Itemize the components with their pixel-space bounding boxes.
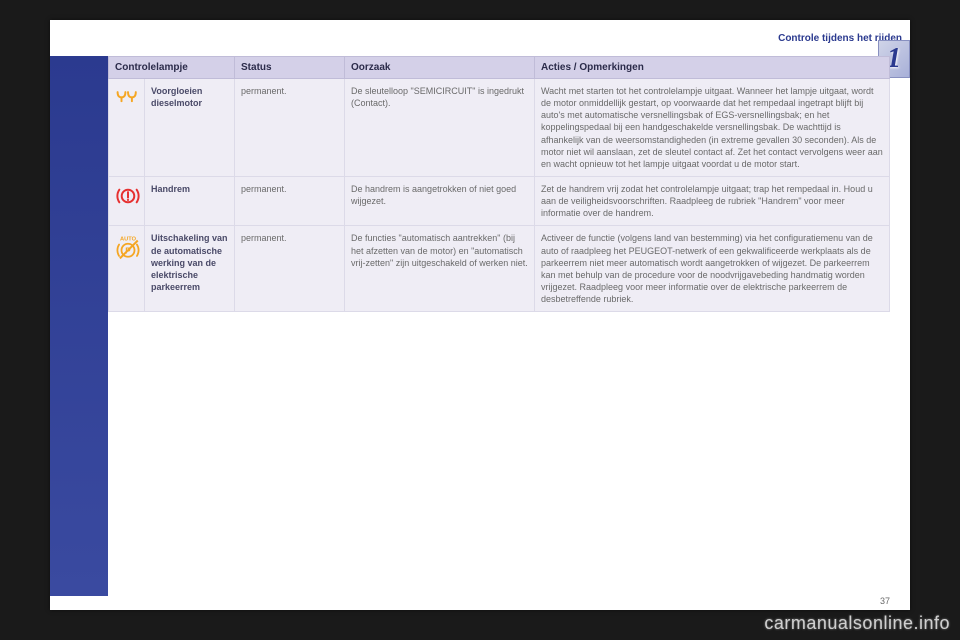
watermark: carmanualsonline.info (764, 613, 950, 634)
handbrake-icon (115, 199, 141, 209)
icon-cell (109, 176, 145, 225)
table-header-row: Controlelampje Status Oorzaak Acties / O… (109, 57, 890, 79)
row-status: permanent. (235, 176, 345, 225)
svg-text:AUTO: AUTO (120, 237, 137, 243)
side-stripe (50, 56, 108, 596)
col-acties: Acties / Opmerkingen (535, 57, 890, 79)
col-controlelampje: Controlelampje (109, 57, 235, 79)
col-oorzaak: Oorzaak (345, 57, 535, 79)
row-cause: De sleutelloop "SEMICIRCUIT" is ingedruk… (345, 79, 535, 177)
preheat-icon (115, 97, 141, 107)
row-cause: De functies "automatisch aantrekken" (bi… (345, 226, 535, 312)
row-cause: De handrem is aangetrokken of niet goed … (345, 176, 535, 225)
icon-cell (109, 79, 145, 177)
auto-parking-off-icon: AUTO P (115, 252, 141, 262)
table-row: Handrem permanent. De handrem is aangetr… (109, 176, 890, 225)
table-row: Voorgloeien dieselmotor permanent. De sl… (109, 79, 890, 177)
row-label: Voorgloeien dieselmotor (145, 79, 235, 177)
row-actions: Zet de handrem vrij zodat het controlela… (535, 176, 890, 225)
manual-page: Controle tijdens het rijden 1 Controlela… (50, 20, 910, 610)
row-actions: Wacht met starten tot het controlelampje… (535, 79, 890, 177)
icon-cell: AUTO P (109, 226, 145, 312)
row-label: Uitschakeling van de automatische werkin… (145, 226, 235, 312)
row-status: permanent. (235, 79, 345, 177)
row-status: permanent. (235, 226, 345, 312)
row-actions: Activeer de functie (volgens land van be… (535, 226, 890, 312)
content-area: Controlelampje Status Oorzaak Acties / O… (108, 56, 890, 596)
page-number: 37 (880, 596, 890, 606)
warning-lights-table: Controlelampje Status Oorzaak Acties / O… (108, 56, 890, 312)
col-status: Status (235, 57, 345, 79)
table-row: AUTO P Uitschakeling van de (109, 226, 890, 312)
row-label: Handrem (145, 176, 235, 225)
